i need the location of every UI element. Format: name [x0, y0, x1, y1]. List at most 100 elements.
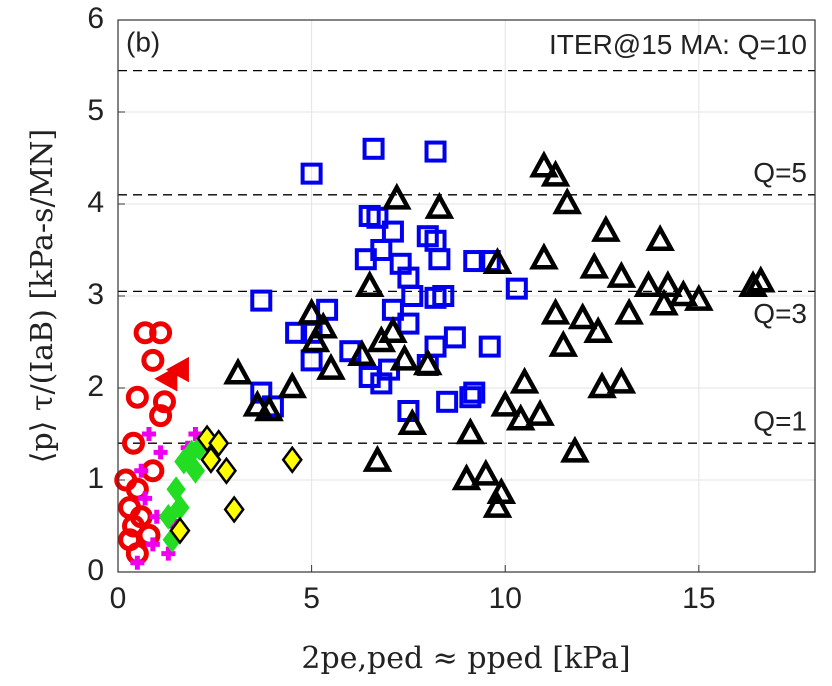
markers — [114, 137, 776, 570]
circle-marker — [121, 431, 145, 455]
triangle-marker — [505, 403, 536, 431]
triangle-marker — [308, 311, 339, 339]
triangle-marker — [482, 490, 513, 518]
triangle-marker — [362, 444, 393, 472]
triangle-marker — [560, 435, 590, 463]
plus-marker — [130, 555, 145, 570]
y-tick-label: 3 — [87, 278, 104, 311]
triangle-marker — [649, 288, 679, 316]
diamond-marker — [158, 503, 178, 530]
triangle-marker — [277, 371, 308, 399]
diamond-marker — [185, 457, 206, 484]
triangle-marker — [424, 191, 455, 219]
triangle-marker — [540, 297, 571, 325]
reference-label: ITER@15 MA: Q=10 — [549, 29, 807, 60]
square-marker — [424, 140, 447, 163]
triangle-marker — [451, 463, 482, 491]
triangle-marker — [455, 417, 486, 445]
triangle-marker — [529, 150, 559, 178]
square-marker — [381, 220, 404, 243]
triangle-marker — [412, 348, 443, 376]
plus-marker — [138, 491, 153, 506]
triangle-marker — [579, 251, 610, 279]
square-marker — [285, 321, 308, 344]
triangle-marker — [397, 408, 428, 436]
triangle-marker — [154, 366, 178, 392]
circle-marker — [125, 385, 149, 409]
y-tick-label: 5 — [87, 94, 104, 127]
circle-marker — [141, 348, 165, 372]
square-marker — [463, 381, 486, 404]
plus-marker — [134, 463, 149, 478]
square-marker — [370, 239, 393, 261]
y-tick-label: 2 — [87, 370, 104, 403]
triangle-marker — [509, 366, 540, 394]
triangle-marker — [300, 325, 331, 353]
y-tick-label: 4 — [87, 186, 104, 219]
triangle-marker — [606, 366, 637, 394]
square-marker — [478, 335, 501, 358]
x-axis-label: 2pe,ped ≈ pped [kPa] — [301, 641, 630, 676]
triangle-marker — [347, 339, 377, 367]
triangle-marker — [591, 214, 621, 242]
reference-label: Q=1 — [753, 406, 807, 437]
triangle-marker — [653, 270, 683, 298]
triangle-marker — [482, 247, 513, 275]
plus-marker — [141, 427, 156, 441]
circle-marker — [114, 468, 138, 492]
square-marker — [401, 285, 424, 307]
triangle-marker — [668, 279, 699, 307]
triangle-marker — [381, 182, 412, 210]
triangle-marker — [254, 394, 284, 422]
square-marker — [459, 386, 482, 409]
triangle-marker — [540, 159, 571, 187]
triangle-marker — [316, 352, 346, 380]
triangle-marker — [354, 270, 385, 298]
diamond-marker — [208, 429, 230, 458]
diamond-marker — [281, 445, 303, 474]
plus-marker — [153, 445, 168, 460]
square-marker — [505, 277, 528, 300]
triangle-marker — [223, 357, 253, 385]
square-marker — [250, 289, 273, 312]
diamond-marker — [200, 445, 222, 474]
triangle-marker — [552, 187, 582, 215]
y-tick-label: 1 — [87, 462, 104, 495]
square-marker — [300, 162, 323, 185]
x-tick-label: 0 — [110, 582, 127, 615]
y-axis-label: ⟨p⟩ τ/(IaB) [kPa-s/MN] — [25, 129, 60, 464]
square-marker — [366, 206, 389, 229]
plus-marker — [161, 546, 176, 561]
square-marker — [436, 390, 459, 413]
square-marker — [397, 312, 420, 335]
triangle-marker — [490, 389, 521, 417]
square-marker — [428, 248, 451, 271]
triangle-marker — [614, 297, 644, 325]
y-tick-label: 6 — [87, 2, 104, 35]
square-marker — [463, 250, 486, 273]
triangle-marker — [587, 371, 617, 399]
triangle-marker — [378, 316, 408, 344]
x-tick-label: 10 — [489, 582, 522, 615]
triangle-marker — [296, 297, 327, 325]
triangle-marker — [165, 356, 189, 383]
triangle-marker — [583, 316, 613, 344]
triangle-marker — [525, 398, 555, 426]
square-marker — [362, 137, 385, 160]
circle-marker — [133, 321, 157, 345]
reference-label: Q=3 — [753, 298, 807, 329]
circle-marker — [149, 321, 173, 345]
triangle-marker — [529, 242, 559, 270]
diamond-marker — [223, 495, 245, 524]
triangle-marker — [684, 283, 714, 311]
circle-marker — [149, 404, 173, 428]
triangle-marker — [548, 329, 579, 357]
diamond-marker — [169, 516, 191, 545]
triangle-marker — [242, 389, 273, 417]
panel-label: (b) — [126, 26, 160, 57]
circle-marker — [152, 390, 176, 414]
plot-frame — [117, 19, 816, 573]
x-tick-label: 15 — [682, 582, 715, 615]
triangle-marker — [633, 270, 664, 298]
